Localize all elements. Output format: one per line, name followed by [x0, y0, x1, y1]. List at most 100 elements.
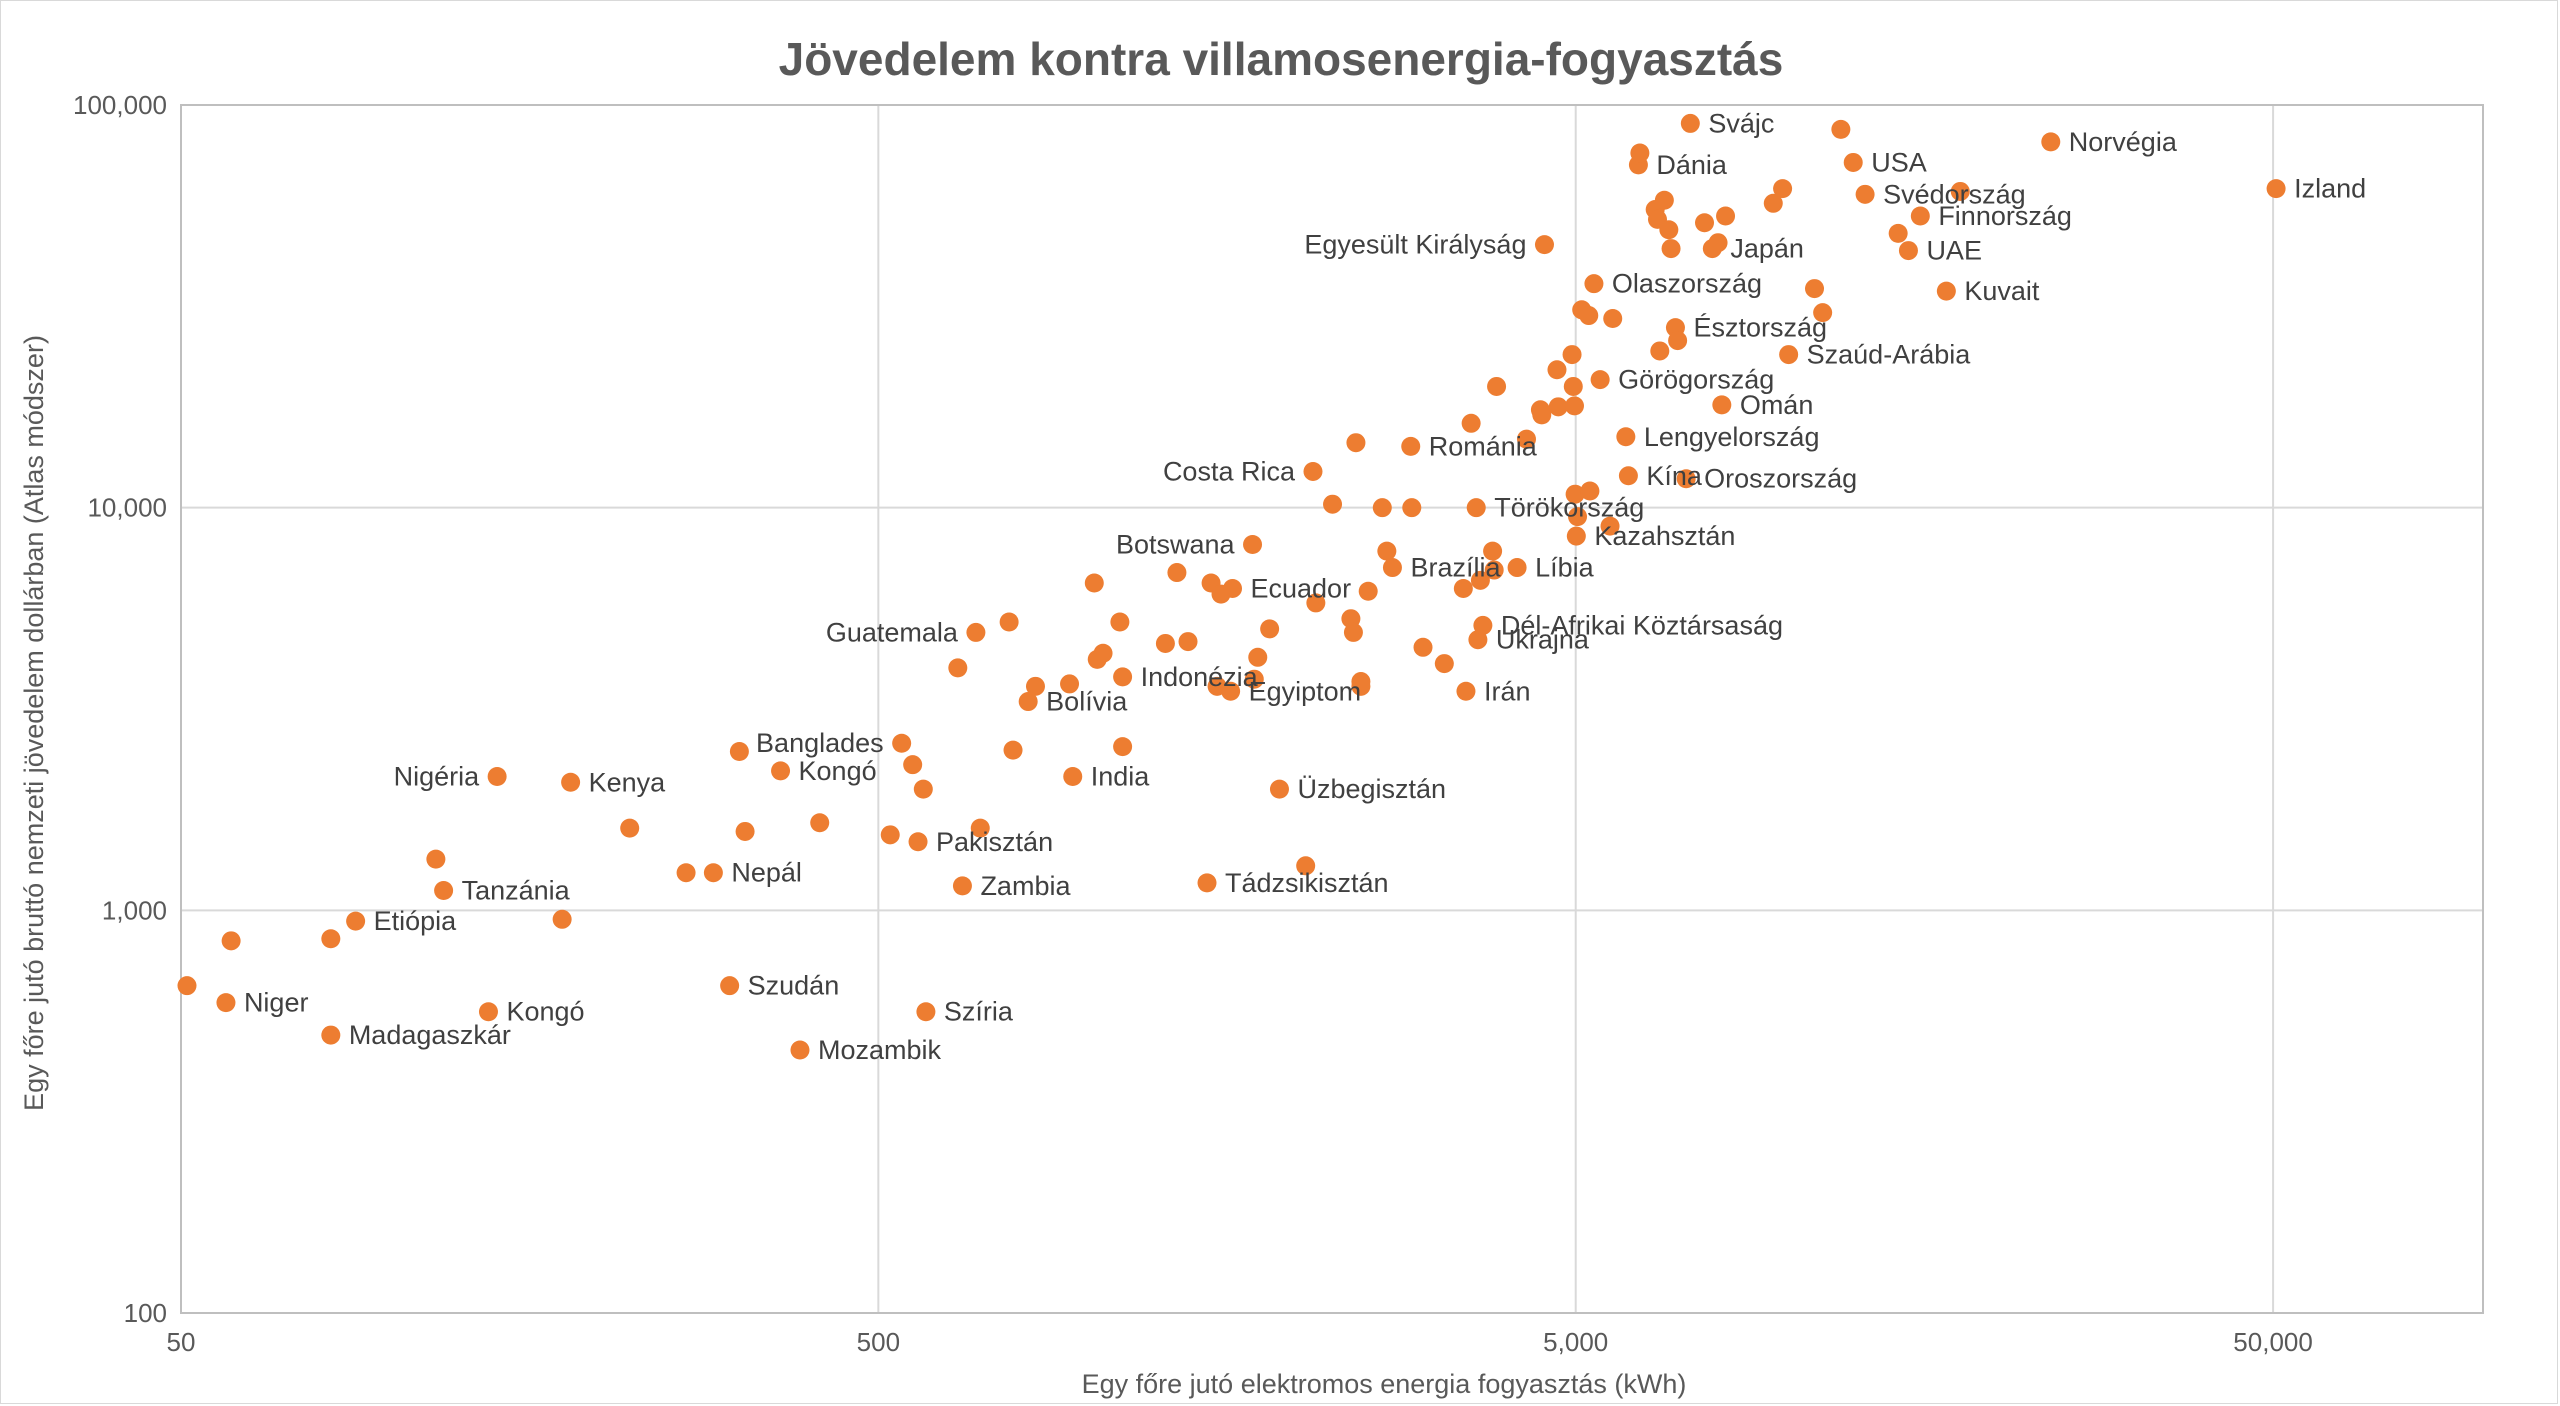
x-tick-label: 50,000	[2233, 1327, 2313, 1357]
point-label: Olaszország	[1612, 269, 1762, 299]
point-label: Oroszország	[1704, 464, 1857, 494]
data-point	[1223, 579, 1242, 598]
data-point	[771, 761, 790, 780]
data-point	[1937, 282, 1956, 301]
data-point	[1179, 632, 1198, 651]
x-axis-title: Egy főre jutó elektromos energia fogyasz…	[1082, 1369, 1687, 1399]
data-point	[704, 863, 723, 882]
data-point	[1773, 179, 1792, 198]
data-point	[1373, 498, 1392, 517]
data-point	[561, 773, 580, 792]
data-point	[1668, 331, 1687, 350]
data-point	[1167, 563, 1186, 582]
data-point	[730, 742, 749, 761]
x-tick-label: 500	[857, 1327, 900, 1357]
point-label: Izland	[2294, 174, 2366, 204]
data-point	[1402, 498, 1421, 517]
data-point	[426, 850, 445, 869]
data-point	[2041, 132, 2060, 151]
point-label: Nigéria	[394, 761, 481, 791]
data-point	[1779, 345, 1798, 364]
point-label: India	[1091, 761, 1151, 791]
data-point	[1456, 682, 1475, 701]
data-point	[1716, 207, 1735, 226]
data-point	[1805, 279, 1824, 298]
data-point	[321, 929, 340, 948]
data-point	[1346, 433, 1365, 452]
point-label: Banglades	[756, 728, 884, 758]
data-point	[1579, 306, 1598, 325]
point-label: Svájc	[1708, 108, 1774, 138]
data-point	[1695, 213, 1714, 232]
point-label: Irán	[1484, 676, 1531, 706]
data-point	[1564, 377, 1583, 396]
point-label: Kuvait	[1964, 276, 2040, 306]
point-label: UAE	[1926, 236, 1982, 266]
data-point	[1603, 309, 1622, 328]
point-label: Finnország	[1938, 201, 2072, 231]
point-label: Dánia	[1656, 150, 1728, 180]
data-point	[720, 976, 739, 995]
point-label: Kína	[1646, 461, 1703, 491]
data-point	[1712, 395, 1731, 414]
data-point	[1563, 345, 1582, 364]
data-point	[1344, 623, 1363, 642]
point-label: Lengyelország	[1644, 422, 1820, 452]
data-point	[1260, 619, 1279, 638]
data-point	[948, 658, 967, 677]
point-label: Japán	[1730, 234, 1804, 264]
chart-title: Jövedelem kontra villamosenergia-fogyasz…	[779, 33, 1784, 85]
point-label: Szudán	[748, 971, 840, 1001]
data-point	[1584, 274, 1603, 293]
data-point	[1359, 582, 1378, 601]
data-point	[1113, 737, 1132, 756]
x-tick-label: 50	[167, 1327, 196, 1357]
y-tick-label: 1,000	[102, 895, 167, 925]
point-label: Üzbegisztán	[1297, 774, 1446, 804]
data-point	[1063, 767, 1082, 786]
data-point	[1000, 613, 1019, 632]
point-label: Szíria	[944, 997, 1014, 1027]
data-point	[1567, 527, 1586, 546]
point-label: Botswana	[1116, 530, 1236, 560]
point-label: Brazília	[1410, 553, 1501, 583]
data-point	[1616, 427, 1635, 446]
data-point	[1681, 114, 1700, 133]
point-label: Indonézia	[1141, 662, 1259, 692]
data-point	[1414, 638, 1433, 657]
data-point	[736, 822, 755, 841]
data-point	[1911, 207, 1930, 226]
data-point	[1650, 341, 1669, 360]
data-point	[346, 912, 365, 931]
data-point	[966, 623, 985, 642]
point-label: Niger	[244, 988, 309, 1018]
data-point	[1630, 143, 1649, 162]
data-point	[1377, 542, 1396, 561]
data-point	[479, 1002, 498, 1021]
data-point	[2267, 179, 2286, 198]
point-label: Észtország	[1693, 313, 1827, 343]
x-tick-label: 5,000	[1543, 1327, 1608, 1357]
data-point	[177, 976, 196, 995]
data-point	[1591, 370, 1610, 389]
point-label: Szaúd-Arábia	[1807, 340, 1972, 370]
data-point	[216, 993, 235, 1012]
grid-lines	[181, 105, 2483, 1313]
x-axis-ticks: 50 500 5,000 50,000	[167, 1327, 2313, 1357]
point-label: Dél-Afrikai Köztársaság	[1501, 610, 1783, 640]
data-point	[1899, 241, 1918, 260]
point-label: Madagaszkár	[349, 1020, 511, 1050]
data-point	[1655, 191, 1674, 210]
data-point	[909, 832, 928, 851]
data-point	[1323, 495, 1342, 514]
data-point	[1113, 667, 1132, 686]
plot-area-border	[181, 105, 2483, 1313]
point-label: Kenya	[589, 767, 667, 797]
data-point	[1467, 498, 1486, 517]
data-point	[1547, 360, 1566, 379]
point-label: Románia	[1429, 431, 1538, 461]
y-axis-title: Egy főre jutó bruttó nemzeti jövedelem d…	[19, 335, 49, 1111]
data-point	[881, 825, 900, 844]
data-point	[1831, 120, 1850, 139]
